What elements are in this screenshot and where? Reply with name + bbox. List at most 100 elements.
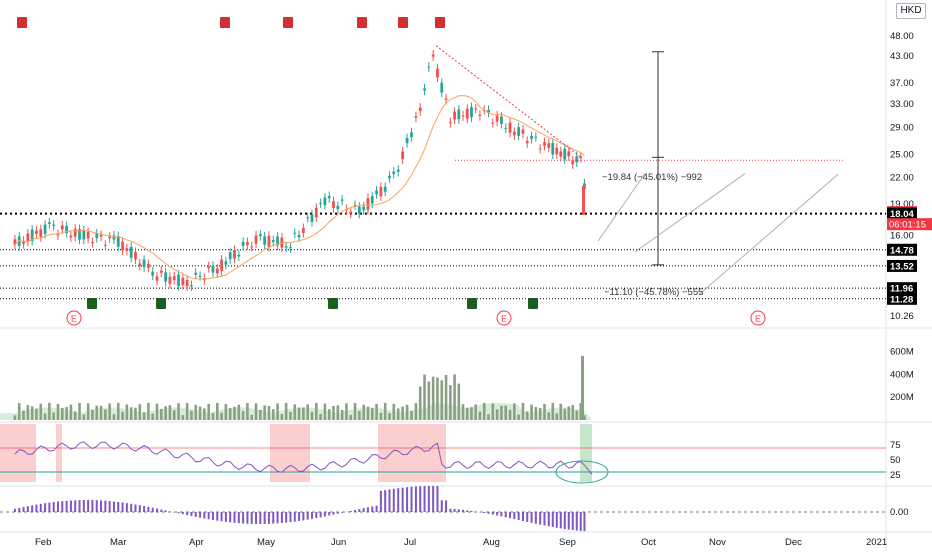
price-candle xyxy=(26,233,29,241)
price-candle xyxy=(567,151,570,156)
macd-bar xyxy=(384,490,386,512)
volume-bar xyxy=(388,413,391,420)
price-candle xyxy=(100,235,103,237)
macd-bar xyxy=(117,502,119,512)
macd-bar xyxy=(496,512,498,515)
macd-bar xyxy=(462,510,464,512)
macd-bar xyxy=(522,512,524,521)
price-candle xyxy=(285,246,288,247)
macd-bar xyxy=(432,486,434,512)
price-candle xyxy=(169,277,172,284)
volume-bar xyxy=(328,409,331,420)
macd-bar xyxy=(500,512,502,516)
macd-bar xyxy=(488,512,490,514)
macd-bar xyxy=(18,508,20,512)
rsi-overbought-zone xyxy=(56,424,62,482)
price-candle xyxy=(272,240,275,242)
macd-bar xyxy=(109,501,111,512)
price-candle xyxy=(336,206,339,209)
macd-bar xyxy=(376,506,378,512)
rsi-axis-tick: 75 xyxy=(890,440,901,451)
x-axis-label: Apr xyxy=(189,537,204,548)
macd-bar xyxy=(203,512,205,519)
volume-bar xyxy=(242,411,245,420)
macd-bar xyxy=(27,506,29,512)
volume-axis-tick: 400M xyxy=(890,369,914,380)
price-candle xyxy=(504,128,507,129)
macd-bar xyxy=(178,512,180,513)
price-candle xyxy=(415,116,418,118)
price-candle xyxy=(233,250,236,259)
x-axis-label: Nov xyxy=(709,537,726,548)
volume-bar xyxy=(487,414,490,420)
price-candle xyxy=(559,151,562,156)
volume-bar xyxy=(311,412,314,420)
measure-label: −19.84 (−45.01%) −992 xyxy=(602,172,702,183)
macd-bar xyxy=(35,505,37,512)
macd-bar xyxy=(199,512,201,518)
volume-bar xyxy=(18,403,21,420)
price-candle xyxy=(534,137,537,138)
macd-bar xyxy=(371,506,373,512)
price-candle xyxy=(229,252,232,259)
volume-bar xyxy=(423,375,426,420)
macd-bar xyxy=(134,504,136,512)
volume-bar xyxy=(177,403,180,420)
volume-bar xyxy=(70,405,73,420)
price-candle xyxy=(462,116,465,117)
macd-bar xyxy=(79,500,81,512)
macd-bar xyxy=(518,512,520,520)
price-candle xyxy=(160,270,163,272)
macd-bar xyxy=(100,500,102,512)
volume-bar xyxy=(517,415,520,420)
volume-bar xyxy=(559,404,562,420)
volume-bar xyxy=(445,375,448,420)
price-candle xyxy=(466,109,469,119)
macd-bar xyxy=(83,500,85,512)
macd-bar xyxy=(445,500,447,512)
price-candle xyxy=(212,266,215,273)
macd-bar xyxy=(48,503,50,512)
price-axis-tick: 25.00 xyxy=(890,149,914,160)
volume-bar xyxy=(48,403,51,420)
volume-bar xyxy=(78,403,81,420)
volume-bar xyxy=(147,403,150,420)
macd-bar xyxy=(388,489,390,512)
macd-bar xyxy=(277,512,279,523)
price-candle xyxy=(491,123,494,124)
price-candle xyxy=(432,54,435,56)
price-candle xyxy=(517,127,520,136)
macd-bar xyxy=(363,508,365,512)
x-axis-label: Feb xyxy=(35,537,51,548)
volume-bar xyxy=(324,403,327,420)
price-tag-label: 14.78 xyxy=(890,245,914,256)
macd-bar xyxy=(216,512,218,521)
price-candle xyxy=(151,272,154,276)
volume-bar xyxy=(500,406,503,420)
price-candle xyxy=(289,247,292,248)
macd-bar xyxy=(406,487,408,512)
macd-bar xyxy=(483,512,485,513)
macd-bar xyxy=(152,508,154,512)
macd-bar xyxy=(350,511,352,512)
price-candle xyxy=(367,198,370,210)
volume-bar xyxy=(238,405,241,420)
macd-bar xyxy=(393,489,395,512)
volume-bar xyxy=(233,407,236,420)
currency-badge[interactable]: HKD xyxy=(896,3,926,19)
rsi-overbought-zone xyxy=(378,424,446,482)
macd-bar xyxy=(281,512,283,523)
volume-bar xyxy=(428,382,431,420)
volume-bar xyxy=(151,414,154,420)
price-candle xyxy=(457,110,460,120)
x-axis-label: Oct xyxy=(641,537,656,548)
price-candle xyxy=(349,212,352,214)
price-candle xyxy=(117,236,120,247)
volume-bar xyxy=(453,374,456,420)
macd-bar xyxy=(212,512,214,520)
earnings-marker-label: E xyxy=(755,314,761,324)
price-candle xyxy=(513,132,516,136)
volume-bar xyxy=(440,380,443,420)
macd-bar xyxy=(268,512,270,524)
x-axis-label: Aug xyxy=(483,537,500,548)
